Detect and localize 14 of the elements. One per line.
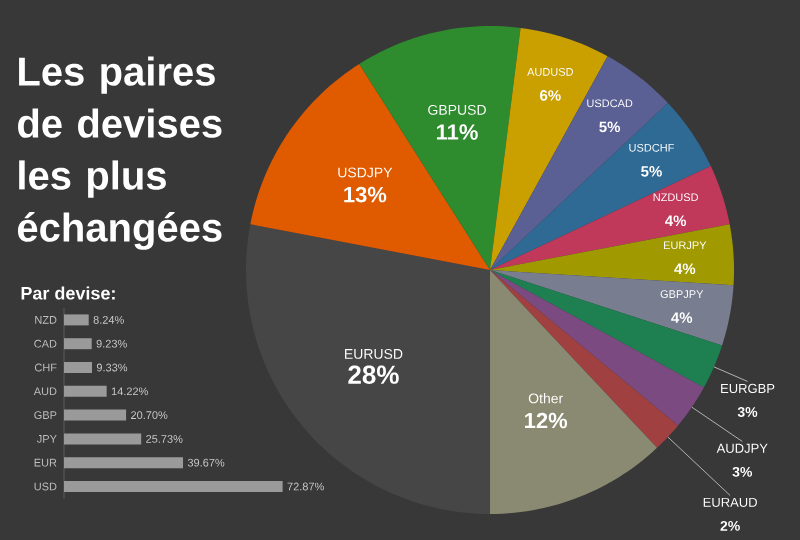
data-label: 28% — [348, 365, 399, 384]
bar — [64, 433, 142, 445]
bar — [64, 385, 107, 397]
bar — [64, 338, 92, 350]
bar — [64, 457, 184, 469]
data-label: 11% — [436, 124, 478, 140]
bar — [64, 409, 127, 421]
data-label: 12% — [525, 412, 568, 429]
text: Les paires de devises les plus échangées — [17, 56, 222, 250]
data-label: 13% — [344, 186, 387, 203]
bar — [64, 481, 283, 492]
bar — [64, 314, 89, 326]
bar — [64, 362, 92, 373]
chart-title: Par devise: — [21, 286, 115, 300]
